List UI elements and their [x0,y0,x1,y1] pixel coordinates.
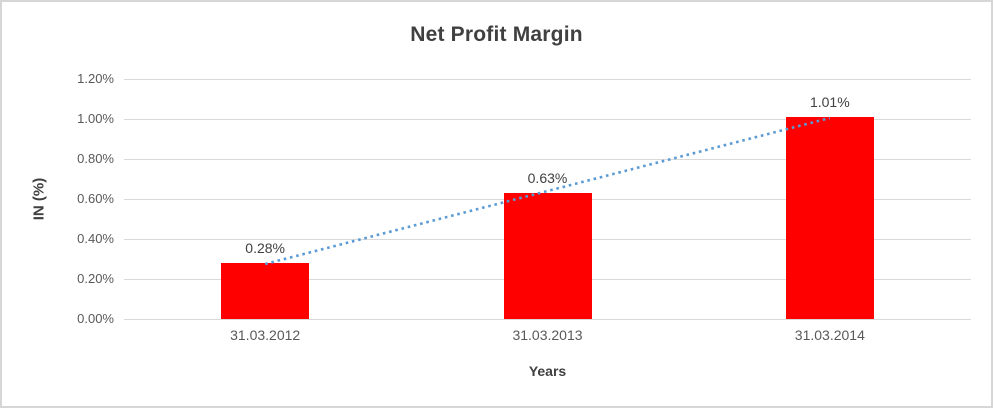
y-tick-label: 0.80% [77,151,114,166]
bar-value-label: 0.63% [527,170,568,186]
x-tick-label: 31.03.2012 [230,327,301,343]
y-tick-label: 0.20% [77,271,114,286]
gridline [124,78,971,80]
y-tick-label: 1.20% [77,71,114,86]
gridline [124,318,971,320]
y-tick-label: 1.00% [77,111,114,126]
bar-value-label: 0.28% [245,240,285,256]
y-tick-label: 0.00% [77,311,114,326]
x-axis-title: Years [528,363,567,379]
y-tick-label: 0.40% [77,231,114,246]
bar-value-label: 1.01% [809,94,850,110]
chart-bar [221,263,310,319]
x-tick-label: 31.03.2014 [794,327,865,343]
chart-bar [785,117,874,319]
chart-title: Net Profit Margin [410,23,583,46]
x-tick-label: 31.03.2013 [512,327,583,343]
y-tick-label: 0.60% [77,191,114,206]
plot-area: 0.00% 0.20% 0.40% 0.60% 0.80% 1.00% 1.20% 0.28%… [77,71,971,343]
chart-bar [503,193,592,319]
